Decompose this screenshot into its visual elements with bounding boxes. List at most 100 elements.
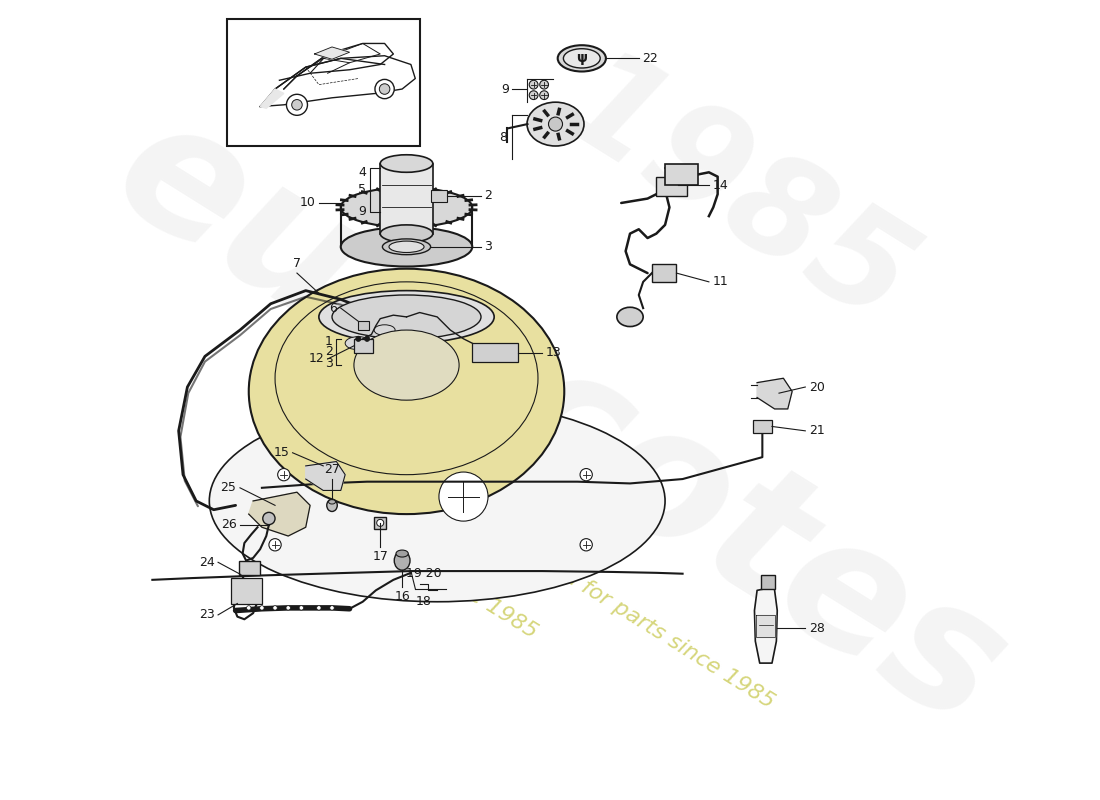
Ellipse shape <box>381 225 432 242</box>
Text: 27: 27 <box>324 462 340 475</box>
Ellipse shape <box>527 102 584 146</box>
Text: 26: 26 <box>221 518 236 531</box>
Circle shape <box>330 606 334 610</box>
Text: 3: 3 <box>484 240 493 254</box>
Bar <box>239 561 260 574</box>
Text: 2: 2 <box>484 190 493 202</box>
Ellipse shape <box>354 330 459 400</box>
Text: 14: 14 <box>713 179 728 192</box>
Text: 9: 9 <box>359 206 366 218</box>
Text: 8: 8 <box>499 130 507 144</box>
Circle shape <box>580 538 592 551</box>
Text: 6: 6 <box>329 302 338 314</box>
Ellipse shape <box>617 307 643 326</box>
Text: 13: 13 <box>546 346 562 359</box>
Circle shape <box>292 99 302 110</box>
Circle shape <box>529 90 538 99</box>
Text: 7: 7 <box>293 257 301 270</box>
Text: a passion for parts since 1985: a passion for parts since 1985 <box>245 447 541 642</box>
Text: 4: 4 <box>359 166 366 178</box>
Circle shape <box>355 336 361 342</box>
Bar <box>354 339 373 353</box>
Circle shape <box>263 512 275 525</box>
Ellipse shape <box>374 325 395 335</box>
Bar <box>657 177 688 196</box>
Bar <box>231 578 262 604</box>
Text: 17: 17 <box>372 550 388 563</box>
Ellipse shape <box>563 49 601 68</box>
Ellipse shape <box>329 500 336 504</box>
Text: 9: 9 <box>502 82 509 95</box>
Bar <box>431 190 447 202</box>
Text: 25: 25 <box>221 482 236 494</box>
Bar <box>752 420 772 433</box>
Bar <box>652 264 676 282</box>
Polygon shape <box>260 89 284 108</box>
Ellipse shape <box>558 46 606 71</box>
Circle shape <box>549 117 562 131</box>
Bar <box>374 517 386 529</box>
Ellipse shape <box>396 550 408 557</box>
Polygon shape <box>755 589 778 663</box>
Polygon shape <box>306 462 345 490</box>
Text: 12: 12 <box>308 353 324 366</box>
Ellipse shape <box>394 551 410 570</box>
Text: 22: 22 <box>642 52 658 65</box>
Circle shape <box>246 606 251 610</box>
Ellipse shape <box>209 400 666 602</box>
Text: eurocotes: eurocotes <box>85 80 1035 765</box>
Circle shape <box>379 84 389 94</box>
Ellipse shape <box>327 499 338 511</box>
Circle shape <box>364 336 370 342</box>
Circle shape <box>376 519 384 526</box>
Ellipse shape <box>345 337 372 350</box>
Circle shape <box>580 469 592 481</box>
Text: 28: 28 <box>808 622 825 634</box>
Circle shape <box>268 538 282 551</box>
Circle shape <box>439 472 488 521</box>
Polygon shape <box>279 43 394 89</box>
Ellipse shape <box>332 295 481 339</box>
Text: 5: 5 <box>359 183 366 196</box>
Ellipse shape <box>389 241 424 253</box>
Circle shape <box>299 606 304 610</box>
Text: 11: 11 <box>713 275 728 288</box>
Polygon shape <box>315 47 350 59</box>
Text: 18: 18 <box>416 594 432 608</box>
Ellipse shape <box>383 239 430 254</box>
Text: ψ: ψ <box>576 51 587 66</box>
Text: 16: 16 <box>394 590 410 603</box>
Ellipse shape <box>319 290 494 343</box>
Text: 3: 3 <box>324 357 333 370</box>
Circle shape <box>375 79 394 98</box>
Bar <box>472 343 518 362</box>
Bar <box>359 322 369 330</box>
Bar <box>760 575 774 589</box>
Circle shape <box>540 90 549 99</box>
Circle shape <box>286 606 290 610</box>
Circle shape <box>286 94 308 115</box>
Polygon shape <box>756 615 775 637</box>
Bar <box>381 163 432 234</box>
Circle shape <box>529 80 538 89</box>
Text: 1: 1 <box>324 335 333 348</box>
Text: 23: 23 <box>199 608 214 622</box>
Circle shape <box>317 606 321 610</box>
Polygon shape <box>249 492 310 536</box>
Circle shape <box>260 606 264 610</box>
Ellipse shape <box>275 282 538 474</box>
Circle shape <box>540 80 549 89</box>
Text: 20: 20 <box>808 381 825 394</box>
Text: 10: 10 <box>299 197 316 210</box>
Ellipse shape <box>381 154 432 172</box>
Polygon shape <box>757 378 792 409</box>
Text: 24: 24 <box>199 556 214 569</box>
Text: 1985: 1985 <box>536 34 935 354</box>
Text: 21: 21 <box>808 424 825 438</box>
Text: 19 20: 19 20 <box>406 567 442 580</box>
Bar <box>227 19 420 146</box>
Text: 15: 15 <box>273 446 289 459</box>
Text: 2: 2 <box>324 346 333 358</box>
Bar <box>666 163 698 186</box>
Ellipse shape <box>341 188 472 227</box>
